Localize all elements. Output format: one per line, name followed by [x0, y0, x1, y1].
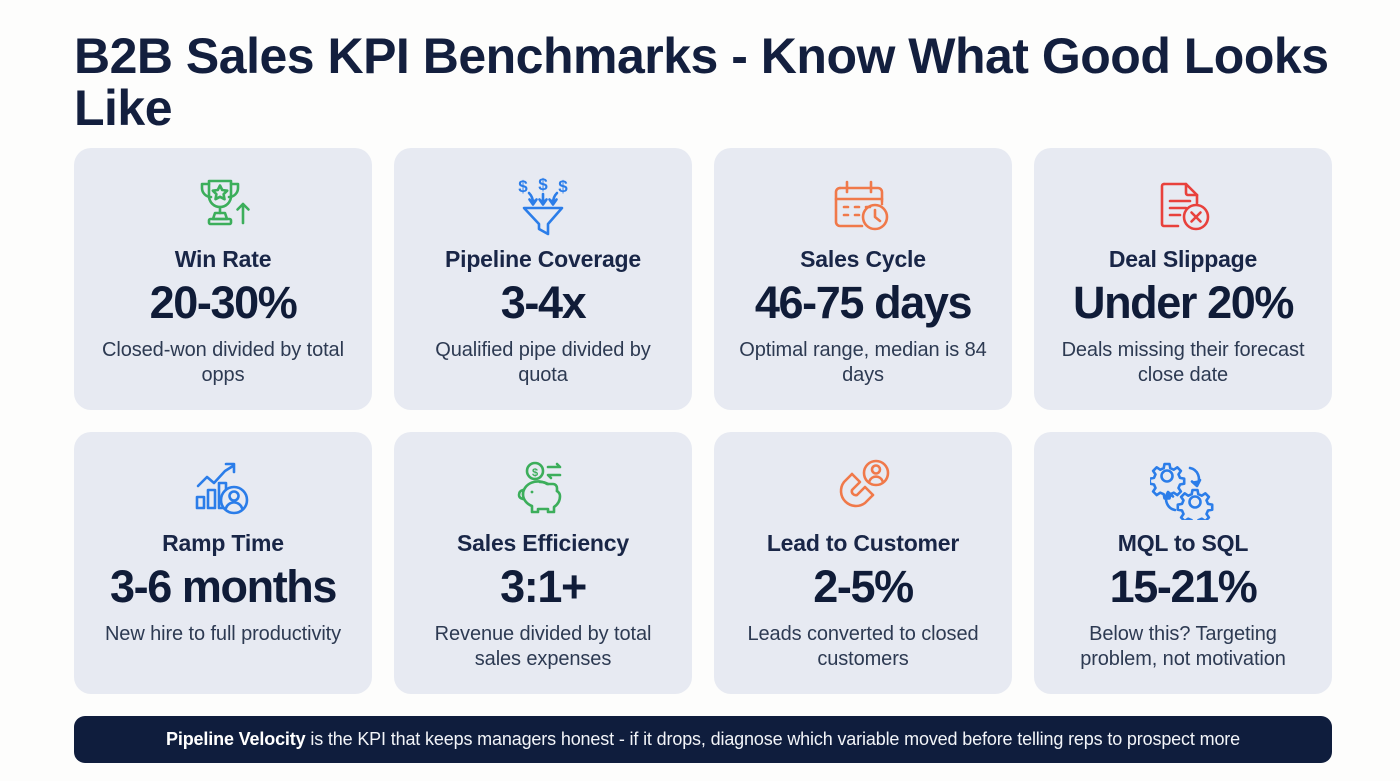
kpi-value: 46-75 days — [754, 277, 973, 329]
document-x-icon — [1151, 170, 1215, 240]
kpi-card-sales-cycle: Sales Cycle 46-75 days Optimal range, me… — [714, 148, 1012, 410]
kpi-label: Ramp Time — [162, 530, 284, 556]
kpi-description: New hire to full productivity — [104, 622, 342, 645]
kpi-card-win-rate: Win Rate 20-30% Closed-won divided by to… — [74, 148, 372, 410]
kpi-label: Pipeline Coverage — [444, 246, 641, 272]
kpi-description: Optimal range, median is 84 days — [739, 338, 987, 387]
kpi-value: 3-6 months — [109, 561, 337, 613]
kpi-card-ramp-time: Ramp Time 3-6 months New hire to full pr… — [74, 432, 372, 694]
funnel-dollar-icon: $ $ $ — [510, 170, 576, 240]
kpi-description: Qualified pipe divided by quota — [435, 338, 651, 387]
kpi-value: 3-4x — [500, 277, 587, 329]
kpi-label: Win Rate — [174, 246, 272, 272]
svg-text:$: $ — [538, 175, 548, 194]
kpi-description: Closed-won divided by total opps — [102, 338, 344, 387]
growth-chart-person-icon — [190, 454, 256, 524]
page-title: B2B Sales KPI Benchmarks - Know What Goo… — [74, 28, 1329, 136]
magnet-person-icon — [830, 454, 896, 524]
kpi-value: 15-21% — [1109, 561, 1258, 613]
trophy-up-arrow-icon — [191, 170, 255, 240]
kpi-value: 2-5% — [813, 561, 914, 613]
kpi-label: MQL to SQL — [1117, 530, 1249, 556]
footer-banner: Pipeline Velocity is the KPI that keeps … — [74, 716, 1332, 763]
kpi-card-sales-efficiency: $ Sales Efficiency 3:1+ Revenue divided … — [394, 432, 692, 694]
kpi-card-pipeline-coverage: $ $ $ Pipeline Coverage 3-4x Qualified p… — [394, 148, 692, 410]
kpi-description: Leads converted to closed customers — [747, 622, 979, 671]
kpi-label: Deal Slippage — [1108, 246, 1258, 272]
kpi-label: Sales Cycle — [800, 246, 926, 272]
kpi-description: Below this? Targeting problem, not motiv… — [1080, 622, 1286, 671]
banner-highlight: Pipeline Velocity — [165, 729, 306, 749]
kpi-value: 20-30% — [149, 277, 298, 329]
kpi-card-lead-to-customer: Lead to Customer 2-5% Leads converted to… — [714, 432, 1012, 694]
banner-text: Pipeline Velocity is the KPI that keeps … — [166, 729, 1240, 750]
kpi-label: Sales Efficiency — [457, 530, 629, 556]
piggy-bank-exchange-icon: $ — [510, 454, 576, 524]
kpi-value: 3:1+ — [500, 561, 587, 613]
gears-cycle-icon — [1150, 454, 1216, 524]
kpi-description: Revenue divided by total sales expenses — [434, 622, 652, 671]
kpi-card-grid: Win Rate 20-30% Closed-won divided by to… — [74, 148, 1332, 694]
svg-text:$: $ — [558, 177, 568, 196]
kpi-description: Deals missing their forecast close date — [1061, 338, 1305, 387]
kpi-card-deal-slippage: Deal Slippage Under 20% Deals missing th… — [1034, 148, 1332, 410]
kpi-card-mql-to-sql: MQL to SQL 15-21% Below this? Targeting … — [1034, 432, 1332, 694]
banner-body: is the KPI that keeps managers honest - … — [305, 729, 1241, 749]
kpi-label: Lead to Customer — [766, 530, 960, 556]
svg-text:$: $ — [532, 467, 538, 479]
calendar-clock-icon — [830, 170, 896, 240]
svg-text:$: $ — [518, 177, 528, 196]
kpi-value: Under 20% — [1073, 277, 1294, 329]
